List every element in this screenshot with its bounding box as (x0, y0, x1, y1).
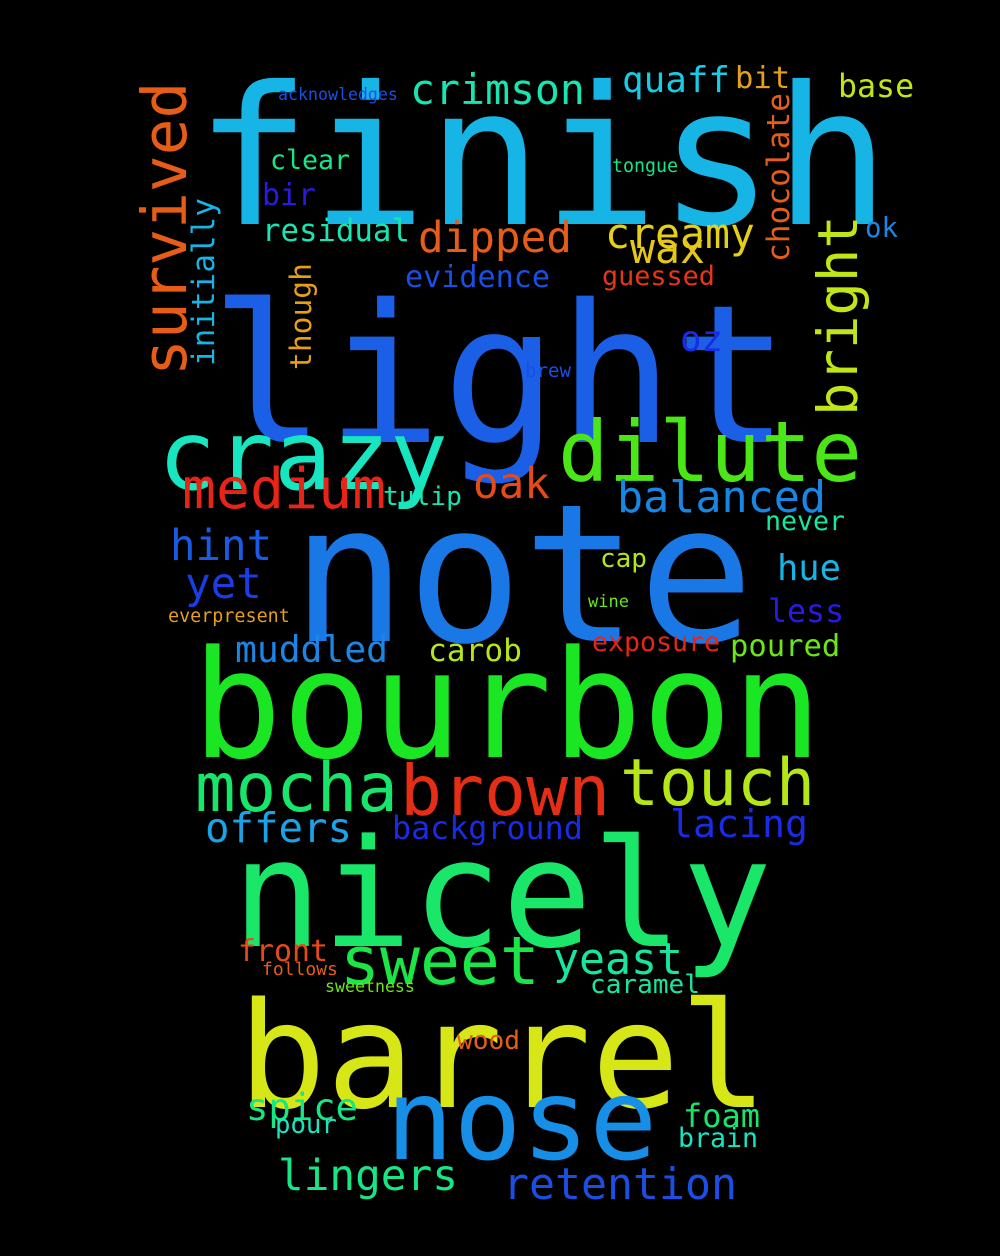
word-acknowledges: acknowledges (278, 85, 398, 105)
word-carob: carob (428, 633, 522, 670)
word-dipped: dipped (418, 212, 572, 263)
word-nose: nose (385, 1054, 658, 1187)
word-note: note (291, 464, 755, 688)
word-barrel: barrel (238, 971, 768, 1143)
word-background: background (392, 810, 583, 847)
word-muddled: muddled (235, 627, 388, 671)
word-caramel: caramel (590, 970, 700, 1001)
word-light: light (210, 264, 791, 489)
word-offers: offers (205, 804, 352, 853)
word-yeast: yeast (553, 935, 684, 986)
word-cap: cap (600, 544, 647, 575)
word-finish: finish (195, 46, 890, 271)
word-never: never (765, 505, 846, 537)
word-clear: clear (270, 144, 351, 176)
word-oak: oak (473, 458, 550, 509)
word-everpresent: everpresent (168, 605, 290, 627)
word-exposure: exposure (592, 626, 721, 658)
word-wax: wax (630, 223, 705, 273)
word-brown: brown (400, 751, 611, 833)
word-brain: brain (678, 1122, 759, 1154)
word-hue: hue (777, 547, 841, 589)
word-tongue: tongue (612, 155, 679, 177)
word-lacing: lacing (670, 803, 808, 848)
word-yet: yet (185, 558, 262, 609)
word-touch: touch (620, 746, 816, 822)
word-balanced: balanced (617, 473, 826, 523)
word-medium: medium (182, 457, 387, 523)
word-base: base (838, 68, 915, 105)
word-bright: bright (805, 214, 871, 416)
word-hint: hint (170, 520, 273, 570)
word-crimson: crimson (410, 64, 585, 114)
word-evidence: evidence (405, 260, 550, 295)
word-brew: brew (525, 359, 571, 383)
word-quaff: quaff (622, 60, 731, 102)
word-bit: bit (735, 60, 791, 96)
word-foam: foam (683, 1096, 761, 1135)
word-nicely: nicely (232, 807, 773, 982)
word-chocolate: chocolate (760, 93, 797, 262)
word-initially: initially (185, 198, 222, 366)
word-residual: residual (262, 213, 410, 249)
word-ok: ok (865, 213, 898, 245)
word-sweetness: sweetness (325, 977, 415, 997)
word-creamy: creamy (605, 208, 755, 258)
word-pour: pour (275, 1109, 337, 1140)
word-oz: oz (680, 319, 723, 361)
word-though: though (284, 263, 319, 370)
word-lingers: lingers (278, 1150, 458, 1201)
word-mocha: mocha (195, 748, 398, 827)
word-front: front (238, 934, 328, 970)
word-bir: bir (262, 178, 316, 214)
word-sweet: sweet (340, 921, 540, 1000)
word-bourbon: bourbon (192, 618, 823, 793)
word-spice: spice (246, 1085, 358, 1130)
word-dilute: dilute (558, 403, 863, 502)
word-tulip: tulip (383, 482, 462, 513)
word-less: less (768, 593, 845, 630)
word-follows: follows (262, 959, 338, 980)
word-poured: poured (730, 628, 841, 664)
word-retention: retention (503, 1160, 738, 1211)
word-wine: wine (588, 591, 629, 612)
word-guessed: guessed (602, 260, 715, 292)
word-crazy: crazy (158, 400, 448, 512)
word-wood: wood (457, 1026, 521, 1057)
